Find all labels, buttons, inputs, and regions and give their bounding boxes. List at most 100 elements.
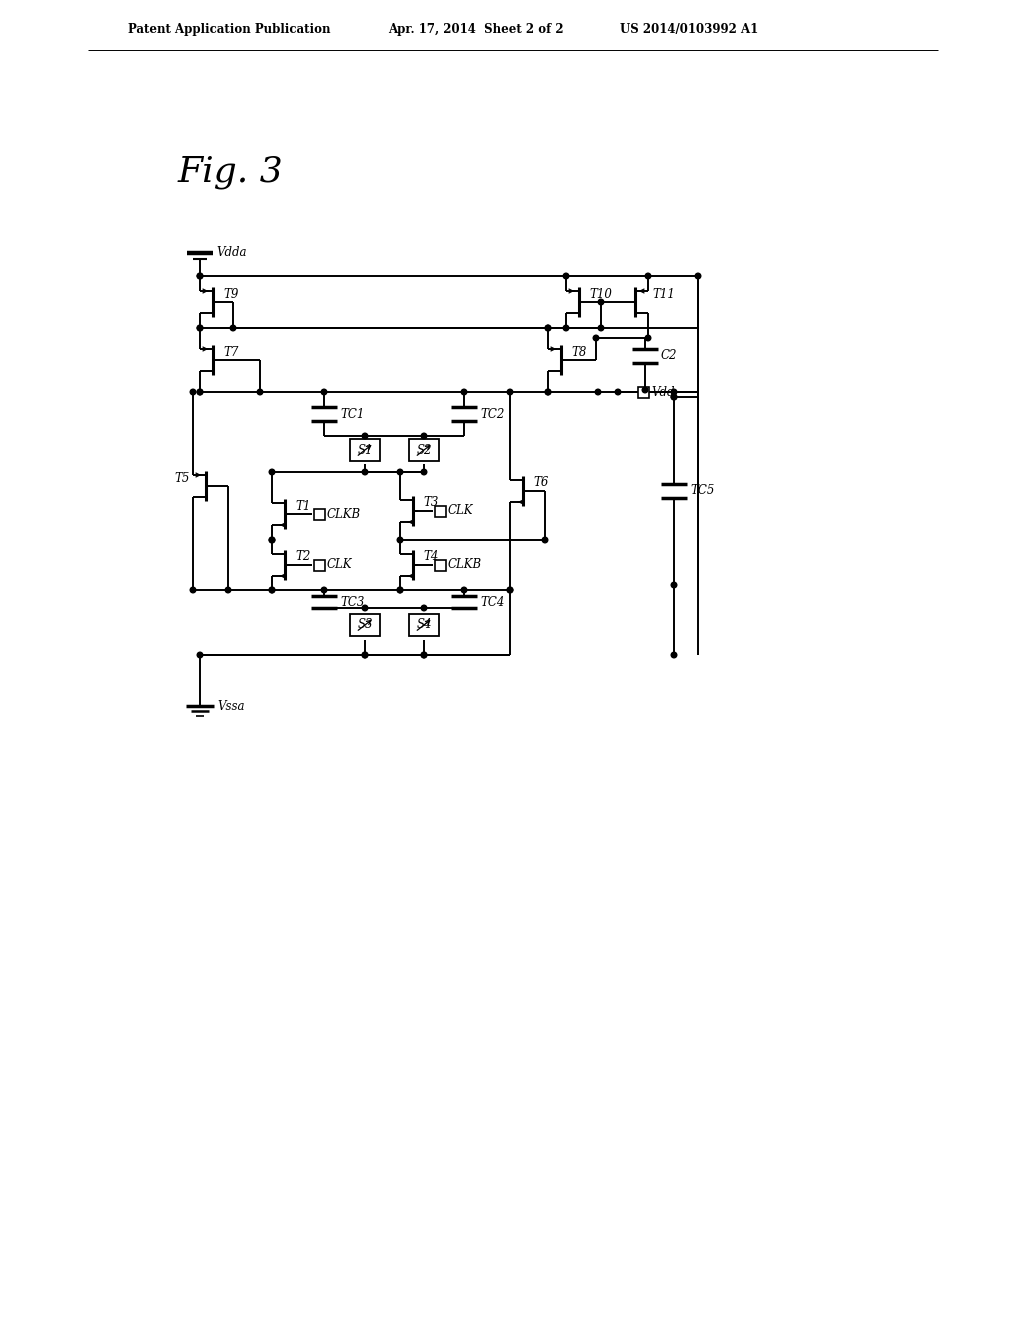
Circle shape — [397, 537, 402, 543]
Bar — [434, 506, 445, 516]
Text: TC5: TC5 — [690, 484, 715, 498]
Circle shape — [269, 469, 274, 475]
Circle shape — [322, 587, 327, 593]
Circle shape — [362, 652, 368, 657]
Circle shape — [421, 469, 427, 475]
Circle shape — [545, 325, 551, 331]
Circle shape — [362, 469, 368, 475]
Text: Vdda: Vdda — [216, 247, 247, 260]
Circle shape — [671, 395, 677, 400]
Circle shape — [461, 587, 467, 593]
Circle shape — [671, 582, 677, 587]
Circle shape — [593, 335, 599, 341]
Bar — [409, 614, 439, 636]
Text: T7: T7 — [223, 346, 239, 359]
Circle shape — [190, 389, 196, 395]
Circle shape — [545, 325, 551, 331]
Circle shape — [362, 652, 368, 657]
Circle shape — [542, 537, 548, 543]
Circle shape — [642, 387, 648, 393]
Circle shape — [507, 587, 513, 593]
Text: Vdd: Vdd — [651, 385, 675, 399]
Circle shape — [198, 325, 203, 331]
Text: TC1: TC1 — [340, 408, 365, 421]
Circle shape — [598, 300, 604, 305]
Circle shape — [671, 652, 677, 657]
Text: T3: T3 — [423, 496, 438, 510]
Text: T6: T6 — [534, 477, 549, 490]
Circle shape — [645, 335, 651, 341]
Text: T5: T5 — [175, 471, 190, 484]
Circle shape — [269, 537, 274, 543]
Text: T4: T4 — [423, 550, 438, 564]
Circle shape — [595, 389, 601, 395]
Text: T1: T1 — [295, 499, 310, 512]
Text: CLKB: CLKB — [327, 507, 361, 520]
Circle shape — [421, 433, 427, 438]
Circle shape — [671, 395, 677, 400]
Text: T10: T10 — [589, 288, 612, 301]
Circle shape — [269, 587, 274, 593]
Circle shape — [421, 605, 427, 611]
Circle shape — [563, 273, 568, 279]
Circle shape — [421, 652, 427, 657]
Circle shape — [461, 389, 467, 395]
Text: TC2: TC2 — [480, 408, 505, 421]
Text: Fig. 3: Fig. 3 — [178, 154, 284, 189]
Text: T11: T11 — [652, 288, 675, 301]
Text: S1: S1 — [357, 444, 373, 457]
Circle shape — [322, 389, 327, 395]
Circle shape — [198, 325, 203, 331]
Circle shape — [269, 587, 274, 593]
Circle shape — [545, 389, 551, 395]
Circle shape — [198, 273, 203, 279]
Text: US 2014/0103992 A1: US 2014/0103992 A1 — [620, 24, 758, 37]
Circle shape — [545, 389, 551, 395]
Circle shape — [507, 587, 513, 593]
Text: CLK: CLK — [327, 558, 352, 572]
Circle shape — [671, 389, 677, 395]
Circle shape — [230, 325, 236, 331]
Bar — [313, 560, 325, 570]
Circle shape — [645, 273, 651, 279]
Text: S4: S4 — [416, 619, 432, 631]
Text: TC4: TC4 — [480, 595, 505, 609]
Circle shape — [269, 537, 274, 543]
Text: CLKB: CLKB — [449, 558, 482, 572]
Circle shape — [421, 652, 427, 657]
Circle shape — [397, 587, 402, 593]
Text: C2: C2 — [662, 348, 678, 362]
Circle shape — [198, 389, 203, 395]
Bar — [313, 508, 325, 520]
Circle shape — [563, 325, 568, 331]
Text: Patent Application Publication: Patent Application Publication — [128, 24, 331, 37]
Circle shape — [397, 587, 402, 593]
Circle shape — [507, 389, 513, 395]
Text: S3: S3 — [357, 619, 373, 631]
Bar — [350, 614, 380, 636]
Circle shape — [362, 605, 368, 611]
Circle shape — [362, 433, 368, 438]
Text: T2: T2 — [295, 550, 310, 564]
Circle shape — [615, 389, 621, 395]
Text: TC3: TC3 — [340, 595, 365, 609]
Bar — [409, 440, 439, 461]
Text: S2: S2 — [416, 444, 432, 457]
Text: T8: T8 — [571, 346, 587, 359]
Text: CLK: CLK — [449, 504, 473, 517]
Circle shape — [225, 587, 230, 593]
Text: Vssa: Vssa — [217, 700, 245, 713]
Circle shape — [198, 273, 203, 279]
Text: T9: T9 — [223, 288, 239, 301]
Bar — [638, 387, 648, 397]
Circle shape — [198, 389, 203, 395]
Text: Apr. 17, 2014  Sheet 2 of 2: Apr. 17, 2014 Sheet 2 of 2 — [388, 24, 563, 37]
Bar — [350, 440, 380, 461]
Bar — [434, 560, 445, 570]
Circle shape — [257, 389, 263, 395]
Circle shape — [598, 325, 604, 331]
Circle shape — [695, 273, 700, 279]
Circle shape — [397, 469, 402, 475]
Circle shape — [190, 587, 196, 593]
Circle shape — [198, 652, 203, 657]
